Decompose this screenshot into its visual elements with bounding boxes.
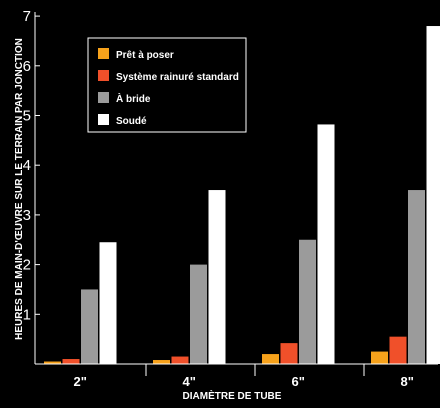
bars <box>44 26 440 364</box>
y-tick-label: 6 <box>23 58 31 75</box>
x-tick-label: 2" <box>74 374 87 389</box>
legend-label-2: À bride <box>116 92 151 105</box>
bar-1-3 <box>389 336 407 364</box>
legend-swatch-3 <box>98 114 109 125</box>
bar-2-3 <box>408 190 425 364</box>
bar-2-0 <box>81 289 98 364</box>
bar-0-2 <box>262 354 279 364</box>
bar-0-1 <box>153 360 170 364</box>
y-tick-label: 4 <box>23 157 31 174</box>
legend-label-3: Soudé <box>116 116 147 127</box>
y-tick-label: 2 <box>23 257 31 274</box>
x-axis: 2" 4" 6" 8" <box>35 363 438 389</box>
y-tick-label: 5 <box>23 108 31 125</box>
legend-label-0: Prêt à poser <box>116 50 174 61</box>
bar-0-0 <box>44 361 61 364</box>
bar-3-2 <box>317 124 335 364</box>
bar-1-2 <box>280 343 298 364</box>
bar-1-0 <box>62 359 80 364</box>
legend-swatch-1 <box>98 70 109 81</box>
y-axis: 1 2 3 4 5 6 7 <box>23 8 40 364</box>
bar-0-3 <box>371 351 388 364</box>
x-axis-title: DIAMÈTRE DE TUBE <box>183 389 282 402</box>
legend-swatch-0 <box>98 48 109 59</box>
x-tick-label: 8" <box>401 374 414 389</box>
x-tick-label: 4" <box>183 374 196 389</box>
bar-2-2 <box>299 239 316 364</box>
y-tick-label: 3 <box>23 207 31 224</box>
y-tick-label: 1 <box>23 306 31 323</box>
bar-3-3 <box>426 26 440 364</box>
legend-box <box>87 37 247 133</box>
legend-label-1: Système rainuré standard <box>116 72 239 83</box>
legend-swatch-2 <box>98 92 109 103</box>
y-axis-title: HEURES DE MAIN-D'ŒUVRE SUR LE TERRAIN PA… <box>14 38 25 340</box>
bar-3-1 <box>208 190 226 364</box>
bar-2-1 <box>190 264 207 364</box>
legend: Prêt à poser Système rainuré standard À br… <box>87 37 247 133</box>
y-tick-label: 7 <box>23 8 31 25</box>
bar-1-1 <box>171 356 189 364</box>
x-tick-label: 6" <box>292 374 305 389</box>
bar-3-0 <box>99 242 117 364</box>
